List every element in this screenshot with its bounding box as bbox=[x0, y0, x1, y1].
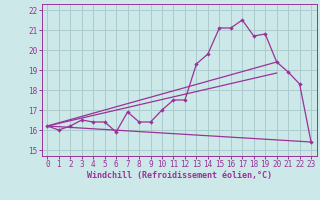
X-axis label: Windchill (Refroidissement éolien,°C): Windchill (Refroidissement éolien,°C) bbox=[87, 171, 272, 180]
